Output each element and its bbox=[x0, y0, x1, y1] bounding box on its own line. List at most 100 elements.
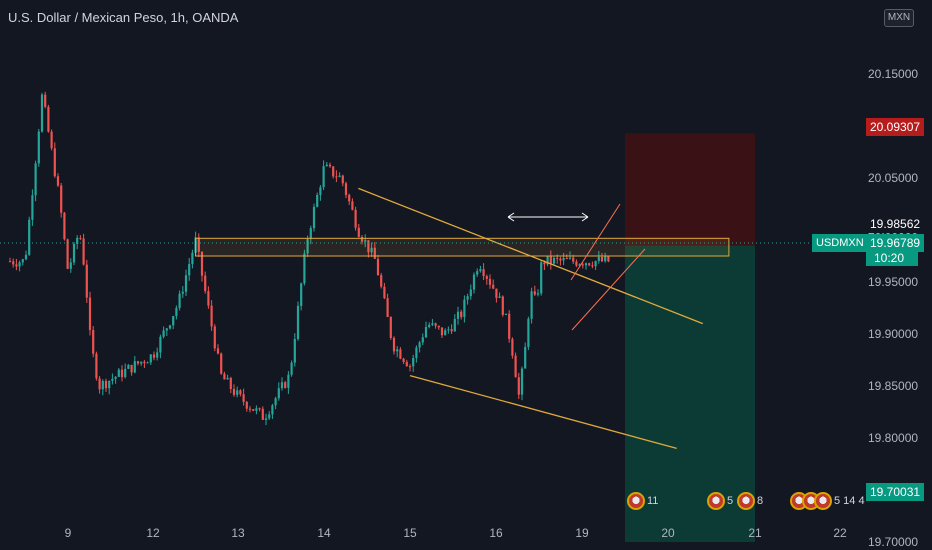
candle-body bbox=[559, 258, 562, 261]
candle-body bbox=[98, 378, 101, 390]
candle-body bbox=[92, 329, 95, 354]
candle-body bbox=[124, 368, 127, 378]
candle-body bbox=[274, 398, 277, 406]
candle-body bbox=[584, 263, 588, 266]
candle-body bbox=[527, 318, 530, 347]
candle-body bbox=[514, 355, 517, 378]
symbol-badge[interactable]: MXN bbox=[884, 9, 914, 27]
us-flag-icon bbox=[737, 492, 755, 510]
candle-body bbox=[562, 258, 565, 261]
candle-body bbox=[556, 257, 559, 259]
candle-body bbox=[338, 175, 341, 178]
candle-body bbox=[18, 262, 21, 267]
economic-event-group[interactable]: 5 bbox=[707, 487, 733, 515]
candle-body bbox=[207, 291, 210, 306]
candle-body bbox=[591, 265, 594, 267]
candle-body bbox=[396, 349, 399, 352]
candle-body bbox=[482, 269, 485, 277]
candle-body bbox=[261, 408, 264, 420]
price-tick-label: 20.15000 bbox=[868, 67, 918, 81]
candle-body bbox=[143, 361, 146, 364]
candle-body bbox=[434, 323, 437, 326]
candle-body bbox=[316, 195, 319, 207]
candle-body bbox=[364, 240, 367, 242]
candle-body bbox=[69, 262, 72, 269]
candle-body bbox=[130, 364, 133, 373]
candle-body bbox=[488, 278, 492, 285]
time-axis[interactable]: 9 12 13 14 15 16 19 20 21 22 bbox=[65, 526, 847, 540]
candle-body bbox=[533, 291, 536, 295]
stop-price-label: 20.09307 bbox=[866, 118, 925, 136]
candle-body bbox=[63, 212, 66, 240]
time-tick-label: 16 bbox=[489, 526, 503, 540]
candle-body bbox=[152, 354, 156, 358]
candle-body bbox=[111, 378, 114, 381]
time-tick-label: 9 bbox=[65, 526, 72, 540]
candle-body bbox=[383, 286, 386, 299]
candle-body bbox=[367, 240, 370, 253]
candle-body bbox=[303, 253, 306, 284]
candle-body bbox=[357, 227, 360, 237]
event-count: 5 bbox=[727, 495, 734, 507]
economic-event-group[interactable]: 5 14 4 bbox=[790, 487, 865, 515]
event-count: 8 bbox=[757, 495, 764, 507]
candle-body bbox=[581, 264, 584, 266]
candle-body bbox=[511, 338, 514, 356]
time-tick-label: 19 bbox=[575, 526, 589, 540]
candle-body bbox=[175, 307, 178, 317]
candle-body bbox=[386, 298, 389, 317]
candle-body bbox=[476, 271, 479, 275]
candle-body bbox=[60, 185, 63, 213]
candle-body bbox=[604, 256, 607, 262]
candle-body bbox=[415, 347, 418, 358]
candle-body bbox=[248, 408, 252, 410]
candle-body bbox=[239, 390, 242, 395]
candle-body bbox=[120, 369, 124, 378]
time-tick-label: 20 bbox=[661, 526, 675, 540]
price-tick-label: 19.85000 bbox=[868, 379, 918, 393]
event-count: 11 bbox=[647, 495, 659, 507]
candle-body bbox=[549, 255, 552, 264]
candle-body bbox=[370, 247, 373, 253]
symbol-price-tag: USDMXN bbox=[812, 234, 868, 252]
candle-body bbox=[191, 252, 194, 265]
us-flag-icon bbox=[627, 492, 645, 510]
candle-body bbox=[424, 326, 428, 338]
candle-body bbox=[213, 326, 216, 349]
wedge-upper-line bbox=[570, 203, 621, 281]
candle-body bbox=[280, 382, 284, 389]
candle-body bbox=[108, 380, 111, 389]
candle-body bbox=[504, 313, 508, 315]
candle-body bbox=[418, 342, 421, 348]
candle-body bbox=[236, 390, 239, 395]
candle-body bbox=[354, 209, 357, 228]
candle-body bbox=[172, 316, 175, 326]
take-profit-zone bbox=[625, 245, 755, 542]
economic-event-group[interactable]: 8 bbox=[737, 487, 763, 515]
candle-body bbox=[56, 176, 60, 186]
candle-body bbox=[184, 275, 188, 292]
candle-body bbox=[165, 328, 168, 331]
price-tick-label: 19.80000 bbox=[868, 431, 918, 445]
price-axis[interactable]: 20.1500020.1000020.0500020.0000019.95000… bbox=[860, 0, 932, 550]
candle-body bbox=[293, 338, 296, 363]
candle-body bbox=[258, 408, 261, 410]
candle-body bbox=[284, 382, 287, 388]
candle-body bbox=[431, 323, 434, 325]
candle-body bbox=[524, 346, 527, 369]
candle-body bbox=[197, 237, 200, 252]
candle-body bbox=[389, 316, 392, 338]
price-tick-label: 19.70000 bbox=[868, 535, 918, 549]
candle-body bbox=[517, 377, 520, 395]
position-zones bbox=[625, 133, 755, 542]
candle-body bbox=[479, 269, 482, 272]
entry-price-label: 19.98562 bbox=[866, 215, 925, 233]
event-count: 5 14 4 bbox=[834, 495, 865, 507]
candle-body bbox=[204, 275, 207, 292]
economic-event-group[interactable]: 11 bbox=[627, 487, 658, 515]
target-price-label: 19.70031 bbox=[866, 483, 925, 501]
candle-body bbox=[34, 163, 37, 196]
candle-body bbox=[325, 164, 328, 167]
candle-body bbox=[552, 257, 556, 264]
